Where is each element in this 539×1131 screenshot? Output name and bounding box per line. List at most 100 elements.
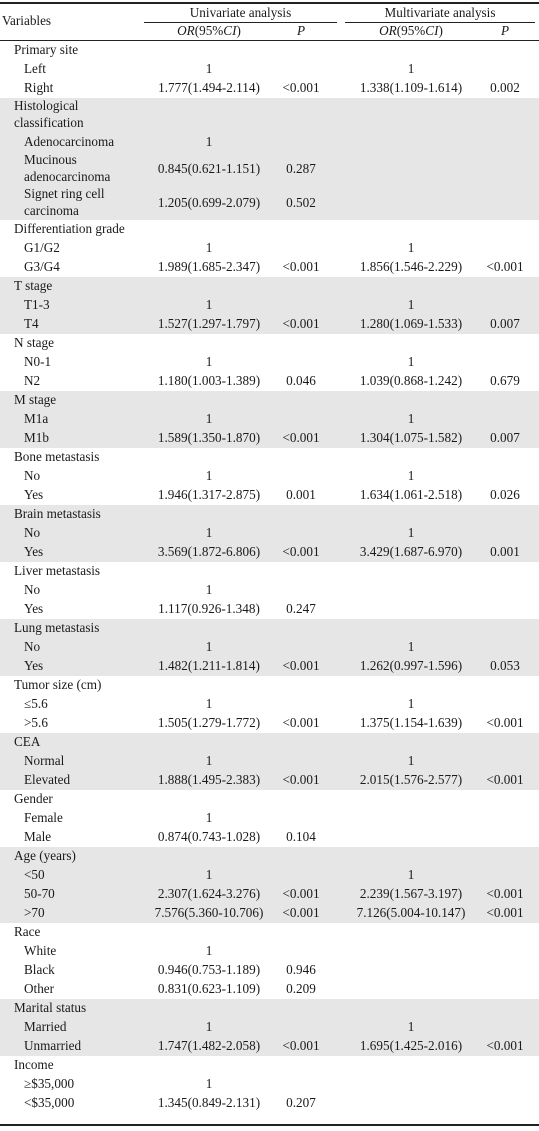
variable-label: N2 xyxy=(24,373,41,388)
univariate-or-cell: 1.989(1.685-2.347) xyxy=(157,259,261,274)
variable-label: No xyxy=(24,525,41,540)
variable-label: No xyxy=(24,468,41,483)
table-row: ≥$35,000 1 xyxy=(0,1075,539,1094)
category-label: Marital status xyxy=(14,1000,87,1015)
multivariate-or-cell: 1 xyxy=(407,639,415,654)
category-label: Brain metastasis xyxy=(14,506,101,521)
multivariate-p-cell: <0.001 xyxy=(486,715,524,730)
table-row: M1b 1.589(1.350-1.870) <0.001 1.304(1.075-1… xyxy=(0,429,539,448)
univariate-p-cell: <0.001 xyxy=(282,259,320,274)
multivariate-p-cell: 0.002 xyxy=(490,80,520,95)
univariate-p-cell: <0.001 xyxy=(282,715,320,730)
multivariate-or-cell: 1 xyxy=(407,525,415,540)
category-row: Age (years) xyxy=(0,847,539,866)
univariate-p-cell: <0.001 xyxy=(282,544,320,559)
multivariate-or-cell: 1 xyxy=(407,1019,415,1034)
table-row: >5.6 1.505(1.279-1.772) <0.001 1.375(1.154-… xyxy=(0,714,539,733)
multivariate-underline xyxy=(345,22,535,23)
table-row: <50 1 1 xyxy=(0,866,539,885)
category-label: Bone metastasis xyxy=(14,449,100,464)
multivariate-or-cell: 2.239(1.567-3.197) xyxy=(359,886,463,901)
univariate-or-cell: 1 xyxy=(205,134,213,149)
multivariate-or-cell: 1 xyxy=(407,240,415,255)
variable-label: G1/G2 xyxy=(24,240,60,255)
table-row: Black 0.946(0.753-1.189) 0.946 xyxy=(0,961,539,980)
multivariate-or-cell: 1.262(0.997-1.596) xyxy=(359,658,463,673)
category-label: Liver metastasis xyxy=(14,563,101,578)
multivariate-or-cell: 1.280(1.069-1.533) xyxy=(359,316,463,331)
category-row: Histological classification xyxy=(0,98,539,133)
table-row: Elevated 1.888(1.495-2.383) <0.001 2.015(1.… xyxy=(0,771,539,790)
table-row: Male 0.874(0.743-1.028) 0.104 xyxy=(0,828,539,847)
category-row: Tumor size (cm) xyxy=(0,676,539,695)
variable-label: M1b xyxy=(24,430,49,445)
univariate-p-cell: 0.287 xyxy=(286,161,316,176)
univariate-p-cell: <0.001 xyxy=(282,80,320,95)
multivariate-or-cell: 7.126(5.004-10.147) xyxy=(356,905,466,920)
univariate-p-cell: 0.001 xyxy=(286,487,316,502)
univariate-or-cell: 1.345(0.849-2.131) xyxy=(157,1095,261,1110)
univariate-or-cell: 0.845(0.621-1.151) xyxy=(157,161,261,176)
table-row: <$35,000 1.345(0.849-2.131) 0.207 xyxy=(0,1094,539,1113)
univariate-or-cell: 1 xyxy=(205,1076,213,1091)
multivariate-p-cell: <0.001 xyxy=(486,886,524,901)
top-rule xyxy=(0,2,539,4)
table-row: 50-70 2.307(1.624-3.276) <0.001 2.239(1.567… xyxy=(0,885,539,904)
category-label: N stage xyxy=(14,335,54,350)
variable-label: T1-3 xyxy=(24,297,50,312)
multivariate-or-cell: 1 xyxy=(407,696,415,711)
variable-label: Right xyxy=(24,80,54,95)
category-label: M stage xyxy=(14,392,57,407)
univariate-or-cell: 1 xyxy=(205,639,213,654)
table-row: Right 1.777(1.494-2.114) <0.001 1.338(1.109… xyxy=(0,79,539,98)
category-label: Histological classification xyxy=(14,98,84,130)
table-row: >70 7.576(5.360-10.706) <0.001 7.126(5.004-… xyxy=(0,904,539,923)
univariate-or-cell: 3.569(1.872-6.806) xyxy=(157,544,261,559)
table-row: Normal 1 1 xyxy=(0,752,539,771)
category-label: Tumor size (cm) xyxy=(14,677,102,692)
table-row: T4 1.527(1.297-1.797) <0.001 1.280(1.069-1.… xyxy=(0,315,539,334)
variable-label: Black xyxy=(24,962,55,977)
univariate-or-cell: 1 xyxy=(205,61,213,76)
multivariate-or-cell: 1 xyxy=(407,61,415,76)
ci-close: ) xyxy=(236,23,241,38)
ci-open: (95% xyxy=(396,23,426,38)
univariate-or-cell: 0.946(0.753-1.189) xyxy=(157,962,261,977)
category-row: Gender xyxy=(0,790,539,809)
multivariate-or-cell: 1.695(1.425-2.016) xyxy=(359,1038,463,1053)
univariate-or-cell: 2.307(1.624-3.276) xyxy=(157,886,261,901)
multivariate-or-cell: 1.634(1.061-2.518) xyxy=(359,487,463,502)
univariate-or-cell: 1.505(1.279-1.772) xyxy=(157,715,261,730)
category-row: T stage xyxy=(0,277,539,296)
univariate-p-cell: 0.046 xyxy=(286,373,316,388)
variable-label: White xyxy=(24,943,57,958)
univariate-or-cell: 1 xyxy=(205,468,213,483)
univariate-or-cell: 1.117(0.926-1.348) xyxy=(158,601,260,616)
table-row: N2 1.180(1.003-1.389) 0.046 1.039(0.868-1.2… xyxy=(0,372,539,391)
header-rule xyxy=(0,40,539,41)
table-row: Left 1 1 xyxy=(0,60,539,79)
multivariate-or-cell: 1 xyxy=(407,354,415,369)
ci-label: CI xyxy=(223,23,237,38)
univariate-or-cell: 1.205(0.699-2.079) xyxy=(157,195,261,210)
univariate-or-cell: 1 xyxy=(205,867,213,882)
category-row: Bone metastasis xyxy=(0,448,539,467)
multivariate-or-cell: 1 xyxy=(407,411,415,426)
multivariate-or-cell: 1 xyxy=(407,867,415,882)
univariate-p-cell: <0.001 xyxy=(282,430,320,445)
table-row: No 1 1 xyxy=(0,524,539,543)
multivariate-p-cell: <0.001 xyxy=(486,259,524,274)
category-label: Lung metastasis xyxy=(14,620,100,635)
variable-label: Unmarried xyxy=(24,1038,82,1053)
category-row: Liver metastasis xyxy=(0,562,539,581)
variable-label: Adenocarcinoma xyxy=(24,134,115,149)
univariate-p-cell: <0.001 xyxy=(282,905,320,920)
category-row: Income xyxy=(0,1056,539,1075)
or-label: OR xyxy=(379,23,397,38)
bottom-rule xyxy=(0,1124,539,1126)
category-row: M stage xyxy=(0,391,539,410)
univariate-or-cell: 1 xyxy=(205,943,213,958)
variable-label: Signet ring cell carcinoma xyxy=(24,186,105,218)
table-row: Yes 1.946(1.317-2.875) 0.001 1.634(1.061-2.… xyxy=(0,486,539,505)
